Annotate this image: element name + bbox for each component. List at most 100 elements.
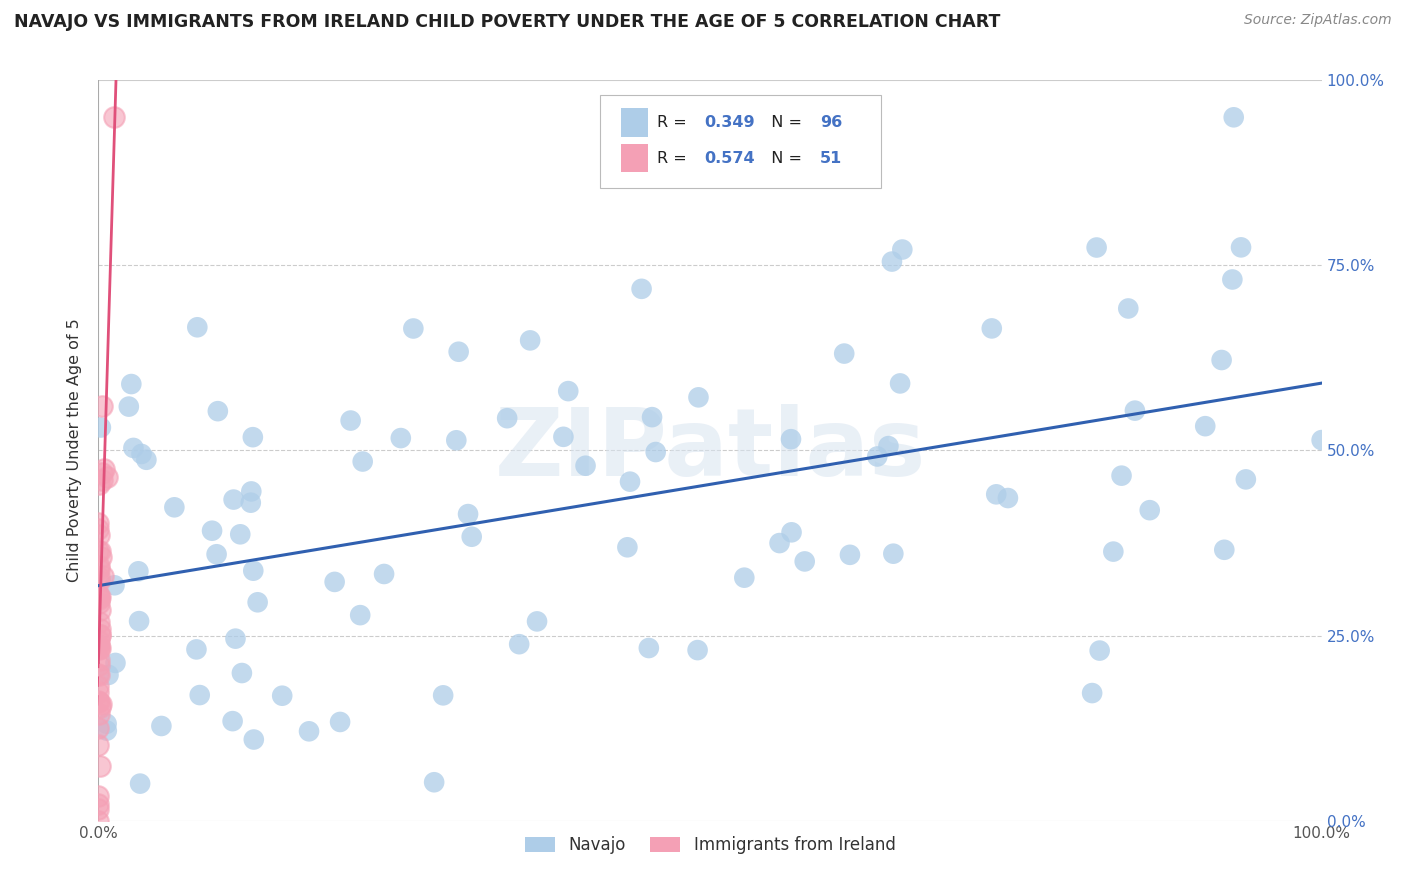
- Point: [229, 527, 252, 541]
- Text: 51: 51: [820, 151, 842, 166]
- Point: [557, 384, 579, 398]
- Point: [135, 452, 157, 467]
- Point: [128, 614, 150, 628]
- Point: [446, 434, 468, 448]
- Legend: Navajo, Immigrants from Ireland: Navajo, Immigrants from Ireland: [517, 829, 903, 861]
- Point: [519, 334, 541, 348]
- Point: [644, 445, 666, 459]
- Point: [96, 723, 118, 738]
- Point: [89, 641, 111, 656]
- Point: [889, 376, 911, 391]
- Point: [96, 716, 118, 731]
- Point: [447, 344, 470, 359]
- Point: [91, 569, 114, 583]
- Point: [87, 679, 110, 693]
- Point: [352, 454, 374, 468]
- Point: [877, 439, 900, 453]
- Point: [87, 639, 110, 653]
- Point: [243, 732, 266, 747]
- Text: 96: 96: [820, 115, 842, 130]
- Point: [1088, 643, 1111, 657]
- Bar: [620, 144, 648, 172]
- Point: [329, 714, 352, 729]
- Point: [688, 390, 710, 404]
- Point: [97, 668, 120, 682]
- Point: [91, 399, 114, 413]
- Point: [87, 789, 110, 803]
- Point: [89, 668, 111, 682]
- Point: [89, 759, 111, 773]
- Point: [224, 632, 246, 646]
- Point: [1139, 503, 1161, 517]
- Text: 0.574: 0.574: [704, 151, 755, 166]
- Point: [89, 628, 111, 642]
- Point: [619, 475, 641, 489]
- Point: [87, 694, 110, 708]
- Point: [460, 530, 482, 544]
- Point: [90, 697, 112, 711]
- Point: [89, 543, 111, 558]
- Point: [630, 282, 652, 296]
- Point: [271, 689, 294, 703]
- Text: R =: R =: [658, 151, 692, 166]
- Point: [129, 776, 152, 791]
- Point: [96, 470, 118, 484]
- Text: NAVAJO VS IMMIGRANTS FROM IRELAND CHILD POVERTY UNDER THE AGE OF 5 CORRELATION C: NAVAJO VS IMMIGRANTS FROM IRELAND CHILD …: [14, 13, 1001, 31]
- Point: [87, 596, 110, 610]
- Point: [980, 321, 1002, 335]
- Point: [87, 641, 110, 656]
- Point: [87, 739, 110, 753]
- Point: [457, 507, 479, 521]
- Point: [87, 653, 110, 667]
- Point: [1234, 472, 1257, 486]
- Point: [87, 558, 110, 573]
- Point: [323, 574, 346, 589]
- Point: [839, 548, 862, 562]
- Point: [87, 569, 110, 583]
- Point: [87, 528, 110, 542]
- Point: [882, 547, 904, 561]
- Point: [87, 684, 110, 698]
- Point: [87, 814, 110, 828]
- Point: [1194, 419, 1216, 434]
- Point: [373, 566, 395, 581]
- Text: N =: N =: [762, 151, 807, 166]
- Point: [222, 492, 245, 507]
- Point: [616, 541, 638, 555]
- Point: [90, 420, 112, 434]
- Point: [402, 321, 425, 335]
- Point: [526, 615, 548, 629]
- Y-axis label: Child Poverty Under the Age of 5: Child Poverty Under the Age of 5: [67, 318, 83, 582]
- Point: [1222, 272, 1244, 286]
- Point: [1213, 542, 1236, 557]
- Point: [89, 550, 111, 565]
- Point: [780, 432, 803, 446]
- Point: [104, 656, 127, 670]
- Point: [1116, 301, 1139, 316]
- Point: [131, 447, 153, 461]
- Point: [120, 377, 142, 392]
- Point: [118, 400, 141, 414]
- Point: [87, 522, 110, 536]
- Point: [246, 595, 269, 609]
- Point: [163, 500, 186, 515]
- Point: [103, 111, 125, 125]
- Point: [90, 473, 112, 487]
- Point: [89, 622, 111, 636]
- Point: [103, 578, 125, 592]
- Point: [866, 450, 889, 464]
- Text: Source: ZipAtlas.com: Source: ZipAtlas.com: [1244, 13, 1392, 28]
- Point: [201, 524, 224, 538]
- Point: [880, 254, 903, 268]
- Point: [686, 643, 709, 657]
- Point: [641, 410, 664, 425]
- Point: [221, 714, 243, 728]
- Point: [553, 430, 575, 444]
- Point: [87, 667, 110, 681]
- Point: [496, 411, 519, 425]
- Bar: [620, 109, 648, 136]
- Point: [87, 476, 110, 491]
- Point: [207, 404, 229, 418]
- Point: [1102, 544, 1125, 558]
- Text: R =: R =: [658, 115, 692, 130]
